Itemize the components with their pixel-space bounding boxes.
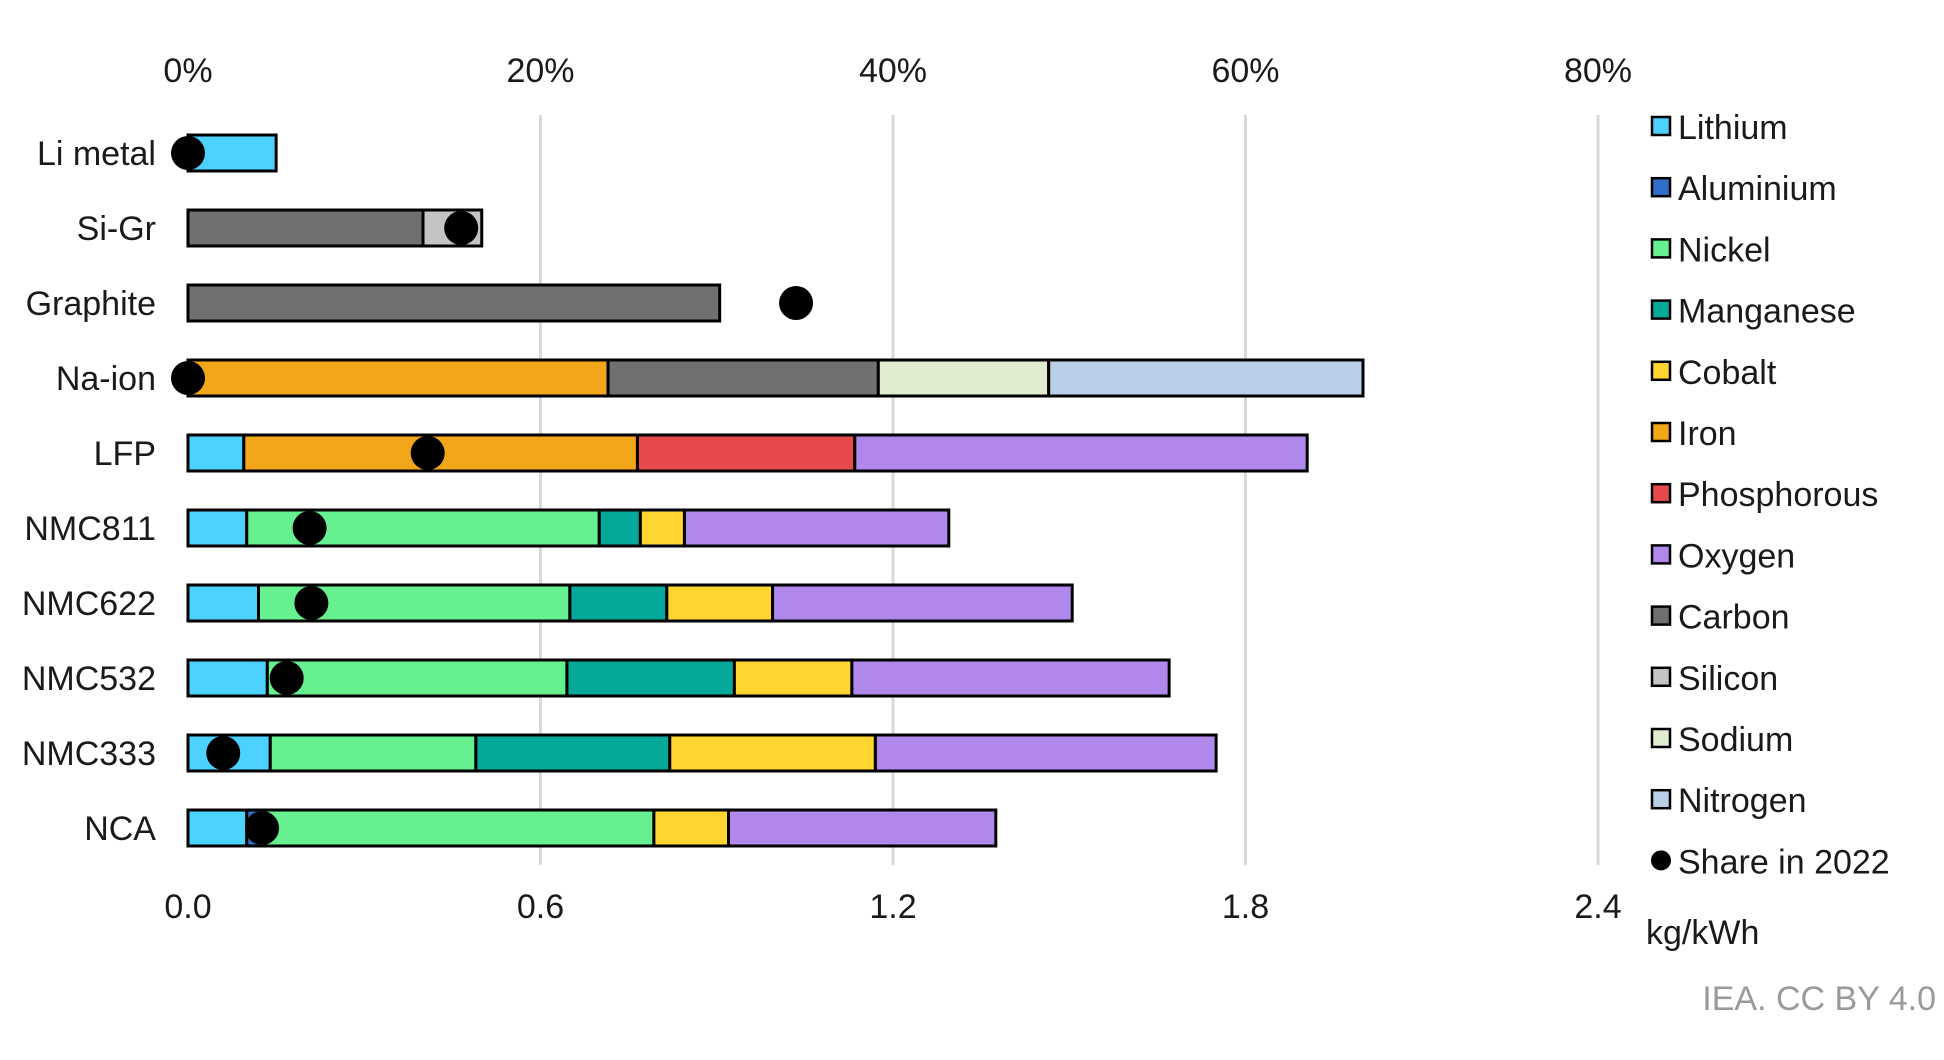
legend-swatch bbox=[1650, 482, 1672, 504]
bar-segment-lithium bbox=[186, 508, 249, 548]
legend-swatch bbox=[1650, 360, 1672, 382]
bar-segment-manganese bbox=[565, 658, 736, 698]
bottom-tick-label: 0.0 bbox=[164, 888, 211, 926]
legend-label: Aluminium bbox=[1678, 170, 1837, 208]
legend-label: Carbon bbox=[1678, 599, 1790, 637]
bar-segment-lithium bbox=[186, 808, 249, 848]
bar-segment-lithium bbox=[186, 433, 246, 473]
category-label: LFP bbox=[94, 435, 156, 473]
bottom-tick-label: 0.6 bbox=[517, 888, 564, 926]
top-tick-label: 20% bbox=[506, 52, 574, 90]
share-marker bbox=[245, 811, 280, 845]
legend: Lithium Aluminium Nickel Manganese Cobalt Iro… bbox=[1650, 109, 1890, 881]
bottom-tick-label: 2.4 bbox=[1574, 888, 1621, 926]
legend-swatch bbox=[1650, 176, 1672, 198]
legend-label: Cobalt bbox=[1678, 354, 1777, 392]
bar-segment-lithium bbox=[186, 658, 269, 698]
bar-segment-cobalt bbox=[732, 658, 854, 698]
category-label: NCA bbox=[84, 810, 156, 848]
source-note: IEA. CC BY 4.0 bbox=[1702, 980, 1936, 1018]
category-labels: Li metal Si-Gr Graphite Na-ion LFP NMC811 NMC6… bbox=[22, 135, 156, 848]
bar-segment-cobalt bbox=[652, 808, 731, 848]
bar-segment-nickel bbox=[258, 808, 656, 848]
legend-swatch bbox=[1650, 299, 1672, 320]
legend-label: Sodium bbox=[1678, 721, 1793, 759]
bar-segment-cobalt bbox=[665, 583, 775, 623]
bar-segment-carbon bbox=[186, 208, 425, 248]
legend-swatch bbox=[1650, 544, 1672, 565]
legend-label: Lithium bbox=[1678, 109, 1788, 147]
bar-segment-manganese bbox=[568, 583, 669, 623]
legend-label: Phosphorous bbox=[1678, 476, 1878, 514]
bar-segment-carbon bbox=[606, 358, 880, 398]
top-tick-label: 0% bbox=[163, 52, 212, 90]
category-label: Graphite bbox=[26, 285, 156, 323]
bar-segment-lithium bbox=[186, 583, 260, 623]
share-marker bbox=[410, 436, 445, 470]
category-label: Si-Gr bbox=[77, 210, 156, 248]
legend-label: Share in 2022 bbox=[1678, 843, 1890, 881]
legend-swatch bbox=[1650, 788, 1672, 810]
share-marker bbox=[171, 136, 205, 170]
legend-label: Nickel bbox=[1678, 231, 1771, 269]
bar-segment-nitrogen bbox=[1047, 358, 1365, 398]
bottom-axis-ticks: 0.0 0.6 1.2 1.8 2.4 bbox=[164, 888, 1621, 926]
top-tick-label: 80% bbox=[1564, 52, 1632, 90]
bar-segment-cobalt bbox=[668, 733, 877, 773]
legend-swatch bbox=[1650, 727, 1672, 749]
category-label: Li metal bbox=[37, 135, 156, 173]
bar-segment-iron bbox=[186, 358, 610, 398]
legend-label: Silicon bbox=[1678, 660, 1778, 698]
legend-label: Manganese bbox=[1678, 293, 1856, 331]
bar-segment-sodium bbox=[876, 358, 1051, 398]
share-marker bbox=[444, 211, 479, 245]
top-tick-label: 40% bbox=[859, 52, 927, 90]
share-marker bbox=[294, 586, 329, 620]
bar-segment-nickel bbox=[265, 658, 569, 698]
share-marker bbox=[269, 661, 304, 695]
bar-segment-manganese bbox=[474, 733, 672, 773]
bars bbox=[186, 133, 1365, 848]
legend-swatch bbox=[1650, 238, 1672, 259]
share-marker bbox=[206, 736, 241, 770]
share-marker bbox=[292, 511, 327, 545]
top-axis-ticks: 0% 20% 40% 60% 80% bbox=[163, 52, 1632, 90]
legend-label: Iron bbox=[1678, 415, 1737, 453]
legend-swatch bbox=[1650, 605, 1672, 626]
bar-segment-nickel bbox=[268, 733, 478, 773]
x-axis-unit-label: kg/kWh bbox=[1646, 914, 1759, 952]
bar-segment-oxygen bbox=[727, 808, 998, 848]
legend-swatch bbox=[1650, 115, 1672, 137]
category-label: NMC333 bbox=[22, 735, 156, 773]
category-label: NMC532 bbox=[22, 660, 156, 698]
bar-segment-oxygen bbox=[850, 658, 1171, 698]
legend-swatch bbox=[1650, 666, 1672, 688]
category-label: NMC622 bbox=[22, 585, 156, 623]
bar-segment-oxygen bbox=[771, 583, 1074, 623]
bar-segment-phosphorous bbox=[635, 433, 857, 473]
category-label: NMC811 bbox=[24, 510, 156, 548]
bottom-tick-label: 1.2 bbox=[869, 888, 916, 926]
legend-label: Oxygen bbox=[1678, 537, 1795, 575]
legend-marker bbox=[1651, 850, 1671, 871]
bar-segment-carbon bbox=[186, 283, 722, 323]
bar-segment-iron bbox=[242, 433, 639, 473]
share-markers bbox=[171, 136, 814, 845]
share-marker bbox=[779, 286, 814, 320]
category-label: Na-ion bbox=[56, 360, 156, 398]
bar-segment-cobalt bbox=[638, 508, 686, 548]
top-tick-label: 60% bbox=[1211, 52, 1279, 90]
share-marker bbox=[171, 361, 205, 395]
bar-segment-manganese bbox=[597, 508, 642, 548]
legend-swatch bbox=[1650, 421, 1672, 443]
legend-label: Nitrogen bbox=[1678, 782, 1807, 820]
bottom-tick-label: 1.8 bbox=[1222, 888, 1269, 926]
bar-segment-oxygen bbox=[873, 733, 1218, 773]
bar-segment-oxygen bbox=[682, 508, 951, 548]
bar-segment-oxygen bbox=[853, 433, 1309, 473]
